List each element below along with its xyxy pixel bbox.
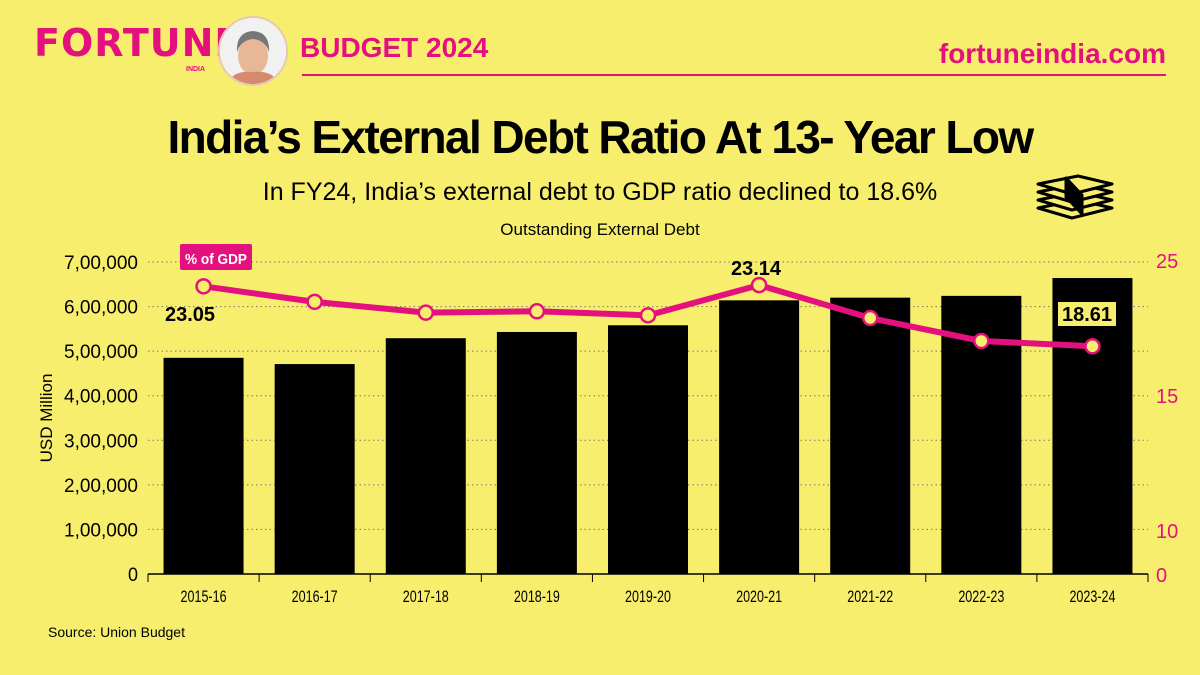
- legend-label: % of GDP: [185, 251, 247, 268]
- y2-tick-label: 0: [1156, 565, 1167, 587]
- gdp-point: [750, 276, 768, 294]
- y2-tick-label: 25: [1156, 251, 1178, 273]
- data-label: 23.05: [165, 304, 215, 326]
- y-tick-label: 5,00,000: [64, 342, 138, 363]
- header: FORTUNE INDIA BUDGET 2024 fortuneindia.c…: [0, 0, 1200, 86]
- brand-logo[interactable]: FORTUNE: [34, 21, 242, 65]
- gdp-point: [1084, 338, 1101, 355]
- gdp-point: [973, 332, 990, 350]
- source-note: Source: Union Budget: [48, 624, 185, 640]
- x-tick-label: 2022-23: [958, 587, 1004, 606]
- page-subtitle: In FY24, India’s external debt to GDP ra…: [262, 178, 938, 206]
- bar: [163, 357, 244, 574]
- y-tick-label: 1,00,000: [64, 520, 138, 541]
- x-tick-label: 2015-16: [181, 587, 227, 606]
- brand-sub-label: INDIA: [186, 66, 206, 73]
- bars: [163, 278, 1133, 574]
- y-tick-label: 6,00,000: [64, 298, 138, 319]
- site-link[interactable]: fortuneindia.com: [938, 38, 1166, 69]
- y-axis-label: USD Million: [37, 374, 56, 463]
- chart-title: Outstanding External Debt: [500, 220, 700, 239]
- x-tick-label: 2020-21: [736, 587, 782, 606]
- x-tick-label: 2019-20: [625, 587, 671, 606]
- axes: 0 1,00,000 2,00,000 3,00,000 4,00,000 5,00,00…: [37, 251, 1178, 606]
- gdp-point: [306, 293, 323, 311]
- bar: [608, 325, 688, 574]
- bar: [385, 338, 466, 574]
- bar: [274, 364, 355, 574]
- y2-tick-label: 10: [1156, 521, 1178, 543]
- y-tick-label: 4,00,000: [64, 387, 138, 408]
- x-tick-label: 2018-19: [514, 587, 560, 606]
- gdp-line: [195, 276, 1101, 355]
- x-tick-label: 2016-17: [292, 587, 338, 606]
- gdp-point: [528, 303, 546, 320]
- y-tick-label: 3,00,000: [64, 431, 138, 452]
- page-title: India’s External Debt Ratio At 13- Year …: [167, 111, 1034, 163]
- portrait-image: [218, 16, 288, 86]
- legend-badge: [180, 244, 252, 270]
- money-stack-icon: [1032, 174, 1116, 224]
- gdp-point: [861, 309, 879, 327]
- bar: [496, 331, 577, 574]
- x-tick-label: 2021-22: [847, 587, 893, 606]
- gdp-point: [639, 307, 657, 324]
- section-label: BUDGET 2024: [300, 32, 489, 63]
- gdp-point: [195, 278, 212, 295]
- chart-labels: % of GDP 23.05 23.14 18.61: [165, 244, 1116, 326]
- y2-tick-label: 15: [1156, 386, 1178, 408]
- gdp-point: [417, 304, 435, 321]
- data-label-bg: [1058, 302, 1116, 326]
- y-tick-label: 2,00,000: [64, 476, 138, 497]
- data-label: 23.14: [731, 258, 782, 280]
- x-tick-label: 2017-18: [403, 587, 449, 606]
- header-rule: [302, 74, 1166, 76]
- y-tick-label: 7,00,000: [64, 253, 138, 274]
- bar: [719, 300, 800, 574]
- bar: [1052, 278, 1133, 574]
- bar: [830, 297, 911, 574]
- x-tick-label: 2023-24: [1069, 587, 1115, 606]
- y-tick-label: 0: [128, 565, 138, 586]
- data-label: 18.61: [1062, 304, 1112, 326]
